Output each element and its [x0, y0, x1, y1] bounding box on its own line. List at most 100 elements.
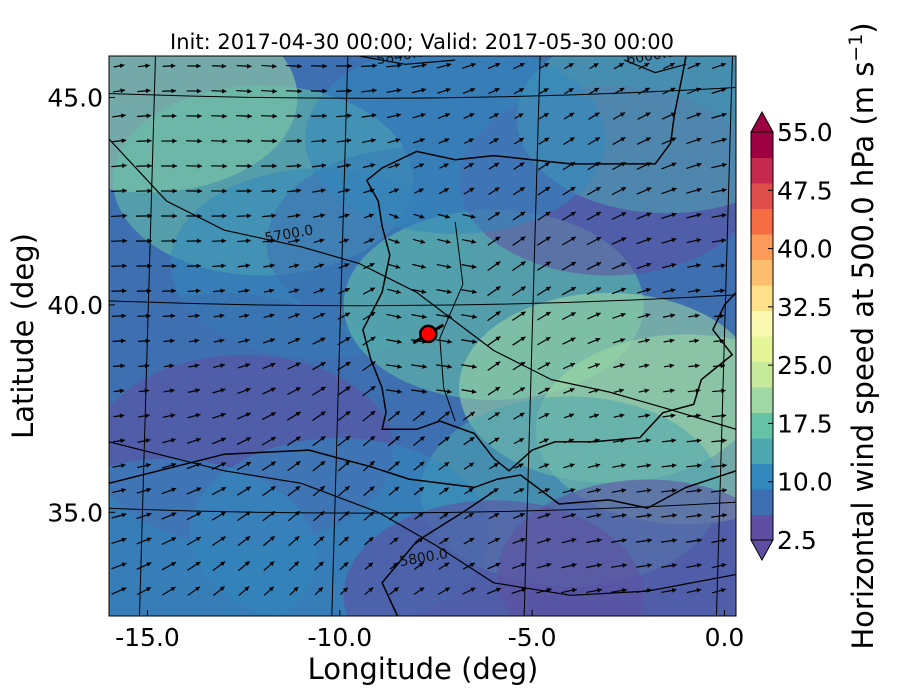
wind-arrow-head — [518, 88, 524, 93]
wind-arrow — [261, 88, 277, 94]
wind-arrow-head — [447, 314, 452, 319]
wind-arrow-head — [519, 412, 525, 418]
wind-arrow-head — [647, 538, 652, 543]
wind-arrow-head — [195, 388, 200, 393]
wind-arrow-head — [345, 461, 350, 466]
wind-arrow-head — [620, 463, 626, 468]
wind-arrow-head — [518, 463, 524, 468]
wind-arrow — [261, 138, 277, 144]
wind-arrow-head — [519, 187, 525, 192]
wind-arrow-head — [644, 388, 650, 394]
wind-arrow — [212, 288, 226, 294]
wind-arrow-head — [445, 214, 451, 219]
wind-arrow — [187, 561, 201, 571]
wind-arrow-head — [221, 462, 227, 467]
wind-arrow-head — [195, 437, 201, 443]
wind-arrow — [662, 288, 676, 294]
wind-arrow — [663, 388, 675, 394]
wind-arrow-head — [546, 587, 552, 593]
wind-arrow — [187, 388, 201, 393]
wind-arrow-head — [220, 511, 226, 517]
wind-arrow-head — [396, 289, 401, 294]
wind-arrow — [588, 87, 600, 95]
wind-arrow-head — [469, 437, 475, 442]
wind-arrow-head — [619, 112, 625, 117]
wind-arrow — [185, 163, 203, 169]
wind-arrow — [711, 87, 727, 94]
wind-arrow-head — [618, 63, 624, 68]
wind-arrow-head — [320, 411, 326, 416]
wind-arrow — [661, 488, 677, 493]
wind-arrow — [487, 62, 501, 70]
wind-arrow — [489, 137, 499, 145]
wind-arrow-head — [343, 562, 349, 567]
wind-arrow-head — [519, 438, 525, 443]
wind-arrow — [488, 162, 500, 170]
wind-arrow — [112, 113, 126, 119]
wind-arrow — [538, 112, 550, 120]
wind-arrow-head — [446, 62, 452, 68]
wind-arrow — [587, 161, 601, 171]
wind-arrow — [113, 413, 125, 419]
wind-arrow — [462, 62, 476, 69]
wind-arrow-head — [595, 287, 601, 292]
wind-arrow-head — [495, 261, 501, 266]
wind-arrow — [661, 262, 677, 269]
wind-arrow-head — [721, 87, 727, 93]
wind-arrow — [611, 237, 627, 245]
wind-arrow — [586, 587, 602, 594]
wind-arrow-head — [495, 587, 501, 593]
colorbar-segment — [751, 157, 773, 184]
wind-arrow-head — [122, 263, 127, 269]
wind-arrow — [413, 586, 425, 596]
wind-arrow — [661, 438, 677, 444]
wind-arrow — [613, 388, 625, 394]
wind-arrow — [286, 411, 302, 421]
wind-arrow-head — [196, 63, 201, 69]
wind-arrow — [439, 537, 449, 545]
wind-arrow-head — [119, 413, 125, 419]
wind-arrow — [636, 538, 652, 543]
wind-arrow — [687, 288, 701, 294]
wind-arrow — [411, 389, 427, 394]
wind-arrow-head — [393, 587, 399, 592]
wind-arrow-head — [245, 263, 251, 269]
wind-arrow-head — [297, 113, 302, 119]
wind-arrow — [161, 238, 177, 244]
wind-arrow-head — [721, 112, 727, 118]
wind-arrow-head — [197, 138, 202, 144]
wind-arrow — [363, 213, 375, 219]
wind-arrow-head — [644, 338, 650, 343]
wind-arrow-head — [397, 389, 402, 394]
wind-arrow — [536, 562, 552, 569]
wind-arrow-head — [671, 237, 677, 243]
wind-arrow-head — [146, 288, 152, 294]
wind-arrow — [289, 586, 299, 596]
wind-arrow-head — [621, 262, 627, 267]
wind-arrow — [488, 112, 500, 120]
wind-arrow — [487, 211, 501, 221]
wind-arrow — [311, 163, 327, 169]
wind-arrow — [339, 587, 349, 595]
wind-arrow-head — [222, 138, 227, 144]
wind-arrow-head — [544, 413, 550, 418]
wind-arrow-head — [320, 213, 325, 218]
wind-arrow-head — [720, 62, 726, 68]
wind-arrow — [661, 513, 677, 518]
wind-arrow — [113, 388, 125, 394]
wind-arrow-head — [719, 338, 725, 344]
wind-speed-region-16 — [497, 479, 736, 616]
wind-arrow — [288, 313, 300, 319]
wind-arrow — [388, 238, 400, 244]
wind-arrow-head — [319, 511, 325, 516]
wind-arrow-head — [670, 313, 676, 318]
wind-arrow — [711, 238, 727, 243]
wind-arrow-head — [620, 287, 626, 293]
wind-arrow — [412, 238, 426, 244]
wind-arrow — [211, 188, 227, 194]
wind-arrow — [713, 288, 725, 294]
wind-arrow-head — [145, 63, 150, 69]
wind-arrow-head — [246, 63, 252, 69]
wind-arrow-head — [545, 537, 551, 543]
wind-arrow-head — [169, 363, 174, 369]
